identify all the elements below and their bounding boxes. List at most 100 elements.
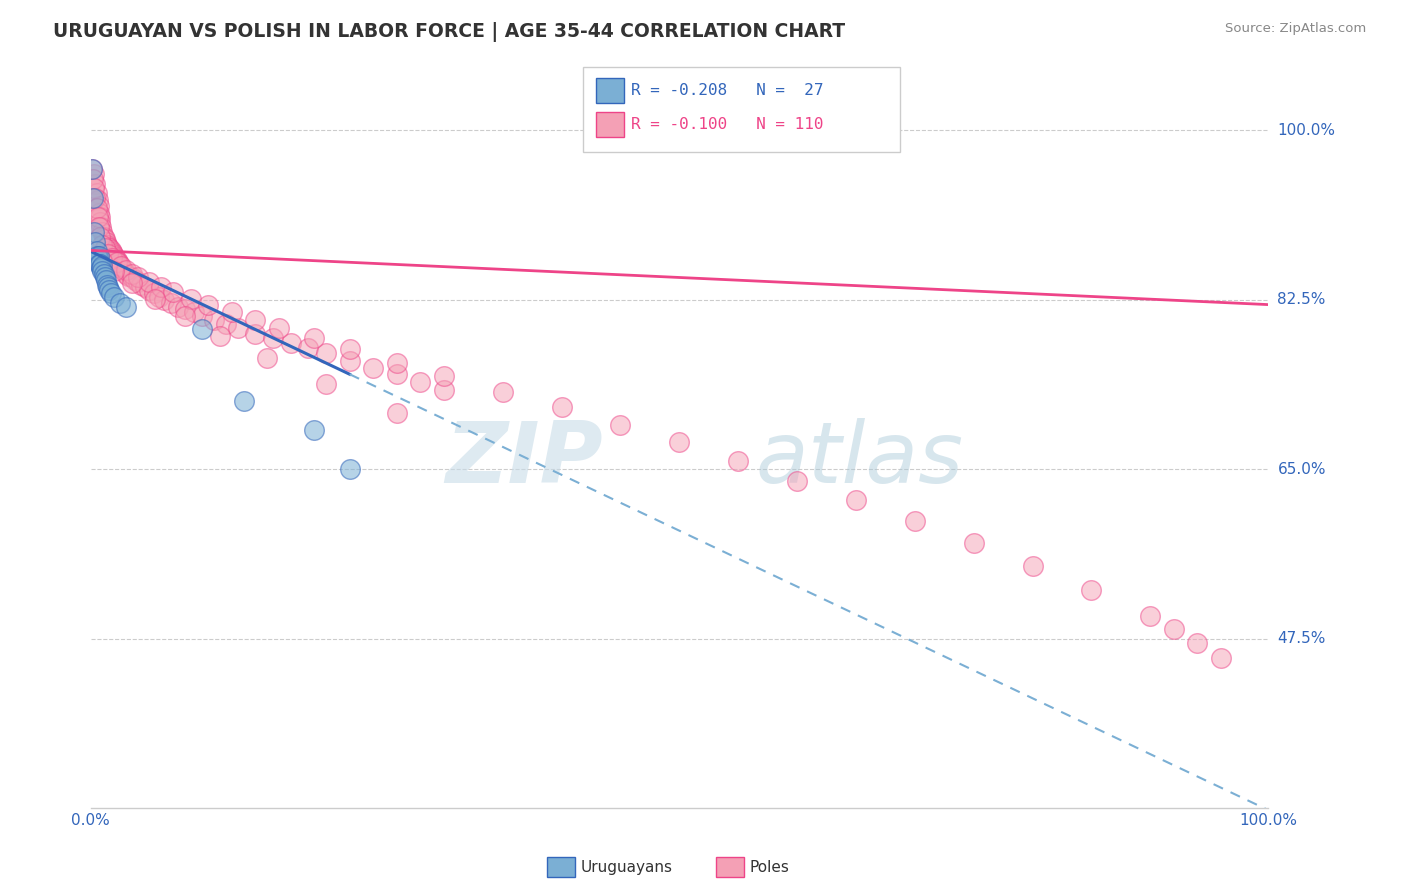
Text: 65.0%: 65.0% [1278, 462, 1326, 476]
Point [84, 235, 107, 249]
Point [129, 278, 152, 293]
Point [93, 267, 115, 281]
Point [138, 283, 160, 297]
Point [433, 383, 456, 397]
Point [87, 199, 110, 213]
Text: Uruguayans: Uruguayans [581, 860, 672, 874]
Point [100, 244, 122, 258]
Point [91, 237, 114, 252]
Point [121, 267, 143, 281]
Point [83, 181, 105, 195]
Point [727, 454, 749, 468]
Point [124, 273, 146, 287]
Point [361, 360, 384, 375]
Point [91, 225, 114, 239]
Point [83, 225, 105, 239]
Point [150, 280, 173, 294]
Point [433, 369, 456, 384]
Point [280, 336, 302, 351]
Point [82, 191, 104, 205]
Point [91, 263, 114, 277]
Point [83, 167, 105, 181]
Point [145, 292, 167, 306]
Point [267, 321, 290, 335]
Point [845, 493, 868, 508]
Point [115, 262, 138, 277]
Point [1209, 651, 1232, 665]
Point [93, 242, 115, 256]
Point [89, 257, 111, 271]
Point [385, 356, 408, 370]
Point [87, 220, 110, 235]
Point [100, 285, 122, 300]
Point [108, 259, 131, 273]
Text: Source: ZipAtlas.com: Source: ZipAtlas.com [1226, 22, 1367, 36]
Point [152, 293, 174, 307]
Point [134, 280, 156, 294]
Point [105, 253, 128, 268]
Point [87, 249, 110, 263]
Point [103, 249, 125, 263]
Point [97, 247, 120, 261]
Point [1187, 636, 1209, 650]
Point [86, 249, 108, 263]
Point [1139, 609, 1161, 624]
Point [97, 280, 120, 294]
Point [89, 215, 111, 229]
Point [112, 263, 135, 277]
Point [409, 375, 432, 389]
Point [304, 424, 326, 438]
Point [86, 244, 108, 259]
Point [115, 300, 138, 314]
Point [108, 295, 131, 310]
Point [110, 260, 132, 275]
Point [84, 191, 107, 205]
Point [91, 259, 114, 273]
Point [86, 211, 108, 225]
Point [93, 270, 115, 285]
Point [97, 239, 120, 253]
Text: R = -0.100   N = 110: R = -0.100 N = 110 [631, 118, 824, 132]
Point [385, 368, 408, 382]
Text: 47.5%: 47.5% [1278, 632, 1326, 646]
Point [127, 276, 149, 290]
Point [93, 229, 115, 244]
Point [98, 242, 121, 256]
Point [103, 263, 125, 277]
Point [104, 251, 127, 265]
Point [1021, 559, 1043, 574]
Point [96, 278, 118, 293]
Point [87, 257, 110, 271]
Point [101, 245, 124, 260]
Point [87, 205, 110, 219]
Point [609, 417, 631, 432]
Point [117, 268, 139, 283]
Point [492, 384, 515, 399]
Point [1080, 583, 1102, 598]
Point [245, 313, 267, 327]
Point [209, 328, 232, 343]
Point [191, 322, 214, 336]
Point [94, 273, 117, 287]
Point [315, 376, 337, 391]
Point [86, 193, 108, 207]
Point [80, 162, 103, 177]
Point [1163, 622, 1185, 636]
Point [166, 300, 188, 314]
Point [904, 515, 927, 529]
Point [315, 346, 337, 360]
Point [86, 249, 108, 263]
Point [101, 251, 124, 265]
Text: R = -0.208   N =  27: R = -0.208 N = 27 [631, 84, 824, 98]
Point [385, 406, 408, 420]
Point [183, 305, 205, 319]
Point [202, 313, 225, 327]
Text: 100.0%: 100.0% [1278, 123, 1336, 137]
Point [86, 251, 108, 265]
Point [82, 171, 104, 186]
Point [127, 270, 149, 285]
Point [90, 260, 112, 275]
Point [232, 394, 254, 409]
Point [148, 290, 170, 304]
Point [245, 326, 267, 341]
